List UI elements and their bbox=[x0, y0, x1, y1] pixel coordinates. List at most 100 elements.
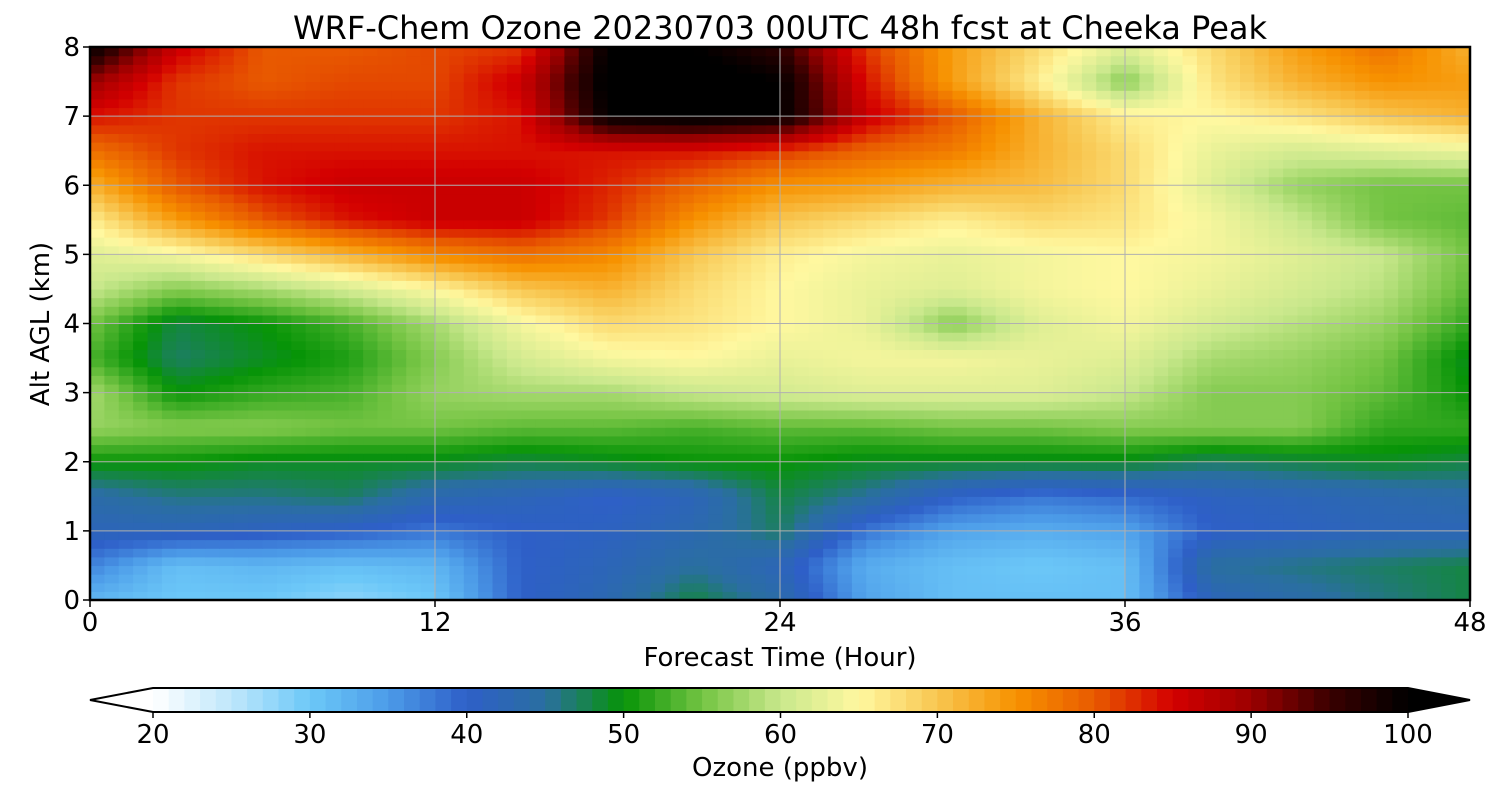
heatmap-cell bbox=[722, 237, 738, 247]
heatmap-cell bbox=[1182, 185, 1198, 195]
heatmap-cell bbox=[823, 306, 839, 316]
heatmap-cell bbox=[406, 539, 422, 549]
heatmap-cell bbox=[276, 237, 292, 247]
heatmap-cell bbox=[1254, 306, 1270, 316]
heatmap-cell bbox=[1211, 159, 1227, 169]
heatmap-cell bbox=[506, 228, 522, 238]
heatmap-cell bbox=[1254, 358, 1270, 368]
heatmap-cell bbox=[233, 306, 249, 316]
heatmap-cell bbox=[650, 453, 666, 463]
heatmap-cell bbox=[895, 185, 910, 195]
heatmap-cell bbox=[578, 176, 594, 186]
heatmap-cell bbox=[334, 332, 350, 342]
heatmap-cell bbox=[118, 332, 134, 342]
heatmap-cell bbox=[1426, 409, 1442, 420]
heatmap-cell bbox=[147, 574, 163, 584]
heatmap-cell bbox=[492, 504, 508, 515]
heatmap-cell bbox=[1254, 453, 1270, 463]
heatmap-cell bbox=[176, 288, 192, 299]
heatmap-cell bbox=[751, 435, 767, 446]
heatmap-cell bbox=[478, 193, 494, 204]
heatmap-cell bbox=[578, 159, 594, 169]
heatmap-cell bbox=[1096, 193, 1112, 204]
heatmap-cell bbox=[679, 254, 695, 264]
heatmap-cell bbox=[1254, 340, 1270, 351]
heatmap-cell bbox=[291, 401, 307, 411]
heatmap-cell bbox=[550, 504, 565, 515]
heatmap-cell bbox=[765, 237, 781, 247]
heatmap-cell bbox=[205, 349, 220, 359]
heatmap-cell bbox=[564, 349, 580, 359]
heatmap-cell bbox=[90, 340, 105, 351]
heatmap-cell bbox=[262, 254, 278, 264]
heatmap-cell bbox=[478, 409, 494, 420]
heatmap-cell bbox=[262, 418, 278, 428]
heatmap-cell bbox=[320, 470, 335, 480]
heatmap-cell bbox=[751, 185, 767, 195]
heatmap-cell bbox=[320, 479, 335, 489]
heatmap-cell bbox=[1168, 340, 1184, 351]
heatmap-cell bbox=[1081, 513, 1097, 523]
heatmap-cell bbox=[363, 349, 379, 359]
heatmap-cell bbox=[722, 427, 738, 437]
heatmap-cell bbox=[1283, 349, 1299, 359]
heatmap-cell bbox=[765, 245, 781, 255]
heatmap-cell bbox=[995, 280, 1011, 290]
heatmap-cell bbox=[1211, 263, 1227, 273]
heatmap-cell bbox=[506, 375, 522, 385]
heatmap-cell bbox=[391, 479, 407, 489]
heatmap-cell bbox=[1053, 332, 1069, 342]
heatmap-cell bbox=[995, 479, 1011, 489]
heatmap-cell bbox=[607, 401, 623, 411]
heatmap-cell bbox=[535, 496, 551, 506]
heatmap-cell bbox=[1096, 496, 1112, 506]
heatmap-cell bbox=[679, 366, 695, 376]
heatmap-cell bbox=[118, 150, 134, 160]
heatmap-cell bbox=[1010, 375, 1025, 385]
heatmap-cell bbox=[866, 237, 882, 247]
heatmap-cell bbox=[1240, 288, 1255, 299]
heatmap-cell bbox=[952, 513, 968, 523]
heatmap-cell bbox=[334, 358, 350, 368]
heatmap-cell bbox=[1153, 530, 1169, 541]
heatmap-cell bbox=[1240, 314, 1255, 325]
heatmap-cell bbox=[722, 530, 738, 541]
heatmap-cell bbox=[823, 435, 839, 446]
heatmap-cell bbox=[1297, 392, 1313, 402]
heatmap-cell bbox=[1053, 548, 1069, 558]
heatmap-cell bbox=[248, 574, 264, 584]
heatmap-cell bbox=[1383, 219, 1399, 230]
heatmap-cell bbox=[1383, 383, 1399, 394]
heatmap-cell bbox=[449, 228, 465, 238]
heatmap-cell bbox=[377, 582, 393, 592]
heatmap-cell bbox=[492, 427, 508, 437]
heatmap-cell bbox=[1311, 193, 1327, 204]
heatmap-cell bbox=[966, 245, 982, 255]
heatmap-cell bbox=[463, 453, 479, 463]
heatmap-cell bbox=[708, 185, 724, 195]
heatmap-cell bbox=[780, 375, 795, 385]
heatmap-cell bbox=[1355, 556, 1370, 567]
heatmap-cell bbox=[1168, 323, 1184, 333]
heatmap-cell bbox=[133, 263, 149, 273]
heatmap-cell bbox=[952, 383, 968, 394]
heatmap-cell bbox=[550, 435, 565, 446]
heatmap-cell bbox=[909, 306, 925, 316]
heatmap-cell bbox=[176, 383, 192, 394]
heatmap-cell bbox=[1038, 288, 1054, 299]
heatmap-cell bbox=[636, 427, 652, 437]
heatmap-cell bbox=[880, 401, 896, 411]
heatmap-cell bbox=[823, 288, 839, 299]
heatmap-cell bbox=[190, 280, 206, 290]
heatmap-cell bbox=[621, 211, 637, 221]
heatmap-cell bbox=[291, 453, 307, 463]
heatmap-cell bbox=[506, 539, 522, 549]
heatmap-cell bbox=[550, 280, 565, 290]
heatmap-cell bbox=[995, 340, 1011, 351]
heatmap-cell bbox=[1211, 202, 1227, 212]
heatmap-cell bbox=[1455, 427, 1471, 437]
heatmap-cell bbox=[190, 392, 206, 402]
heatmap-cell bbox=[1455, 565, 1471, 575]
heatmap-cell bbox=[1283, 358, 1299, 368]
heatmap-cell bbox=[1283, 522, 1299, 532]
